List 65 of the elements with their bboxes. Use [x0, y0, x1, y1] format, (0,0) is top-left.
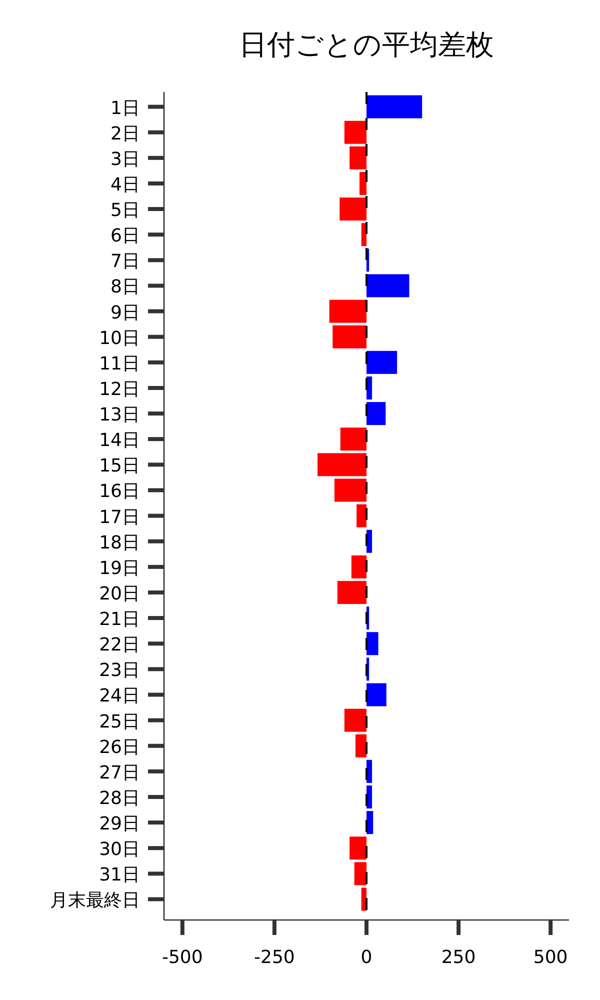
- bar: [366, 95, 422, 118]
- x-tick-label: 0: [360, 947, 372, 968]
- y-tick-label: 10日: [99, 328, 140, 349]
- bar: [318, 453, 366, 476]
- y-tick-label: 1日: [110, 98, 140, 119]
- bar: [340, 428, 366, 451]
- y-tick-label: 21日: [99, 609, 140, 630]
- bar: [366, 274, 410, 298]
- x-tick-label: -500: [162, 947, 203, 968]
- y-tick-label: 14日: [99, 430, 140, 452]
- y-tick-label: 4日: [110, 174, 140, 196]
- bar: [351, 555, 366, 578]
- bar: [355, 734, 366, 758]
- y-tick-label: 24日: [99, 686, 140, 707]
- y-tick-label: 22日: [99, 634, 140, 656]
- bar: [344, 708, 366, 732]
- bar: [337, 580, 366, 604]
- bar: [329, 300, 366, 323]
- y-tick-label: 7日: [110, 251, 140, 272]
- y-tick-label: 11日: [99, 353, 140, 374]
- bar: [366, 350, 398, 374]
- y-tick-label: 15日: [99, 456, 140, 477]
- bar: [366, 376, 372, 400]
- y-tick-label: 3日: [110, 148, 140, 170]
- y-tick-label: 8日: [110, 276, 140, 298]
- bar: [366, 683, 386, 706]
- bar: [334, 478, 366, 502]
- x-tick-label: 500: [533, 947, 568, 968]
- bar: [340, 198, 366, 221]
- y-tick-label: 23日: [99, 660, 140, 682]
- bar: [366, 530, 372, 553]
- bar: [366, 760, 372, 783]
- y-tick-label: 28日: [99, 788, 140, 809]
- bar: [366, 632, 378, 656]
- y-tick-label: 月末最終日: [50, 890, 140, 912]
- bar: [350, 146, 366, 170]
- y-tick-label: 31日: [99, 864, 140, 886]
- bar: [344, 120, 366, 144]
- y-tick-label: 12日: [99, 378, 140, 400]
- bar: [354, 862, 366, 886]
- y-tick-label: 13日: [99, 404, 140, 426]
- y-tick-label: 16日: [99, 481, 140, 502]
- y-tick-label: 25日: [99, 711, 140, 732]
- y-tick-label: 5日: [110, 200, 140, 222]
- y-tick-label: 9日: [110, 302, 140, 324]
- bar: [332, 325, 366, 348]
- bar: [366, 811, 374, 834]
- bar: [350, 836, 366, 860]
- y-tick-label: 2日: [110, 123, 140, 144]
- bar: [356, 504, 366, 528]
- bar: [366, 785, 372, 808]
- y-tick-label: 30日: [99, 839, 140, 860]
- chart-title: 日付ごとの平均差枚: [239, 28, 494, 61]
- y-tick-label: 6日: [110, 226, 140, 247]
- bar: [366, 402, 386, 426]
- y-tick-label: 29日: [99, 814, 140, 835]
- y-tick-label: 18日: [99, 532, 140, 554]
- y-tick-label: 19日: [99, 558, 140, 579]
- x-tick-label: -250: [254, 947, 295, 968]
- bar: [360, 172, 366, 195]
- y-tick-label: 26日: [99, 736, 140, 758]
- y-tick-label: 17日: [99, 506, 140, 528]
- y-tick-label: 27日: [99, 762, 140, 784]
- y-tick-label: 20日: [99, 583, 140, 604]
- x-tick-label: 250: [441, 947, 476, 968]
